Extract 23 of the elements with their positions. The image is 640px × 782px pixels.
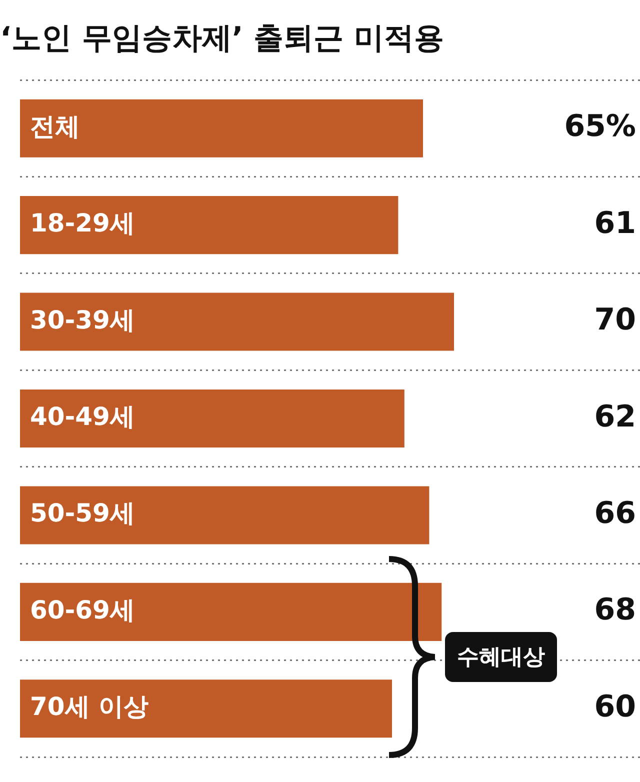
annotation: 수혜대상 bbox=[445, 632, 557, 682]
y-tick-label: 18-29세 bbox=[30, 208, 135, 238]
y-tick-label: 전체 bbox=[30, 112, 80, 141]
data-label: 61 bbox=[594, 206, 636, 241]
bar bbox=[20, 680, 392, 738]
data-label: 68 bbox=[594, 592, 636, 628]
y-tick-label: 30-39세 bbox=[30, 305, 135, 334]
bar bbox=[20, 389, 404, 448]
data-label: 65% bbox=[564, 109, 636, 144]
y-tick-label: 70세 이상 bbox=[30, 692, 148, 722]
data-label: 66 bbox=[594, 496, 636, 532]
data-label: 62 bbox=[594, 399, 636, 434]
bar bbox=[20, 196, 398, 254]
bar bbox=[20, 292, 454, 351]
bar bbox=[20, 99, 423, 158]
y-tick-label: 60-69세 bbox=[30, 595, 135, 624]
y-tick-label: 40-49세 bbox=[30, 402, 135, 431]
data-label: 60 bbox=[594, 689, 636, 724]
bar bbox=[20, 582, 442, 641]
chart-title: ‘노인 무임승차제’ 출퇴근 미적용 bbox=[0, 20, 444, 56]
y-tick-label: 50-59세 bbox=[30, 498, 135, 528]
bar bbox=[20, 486, 430, 544]
data-label: 70 bbox=[594, 302, 636, 338]
